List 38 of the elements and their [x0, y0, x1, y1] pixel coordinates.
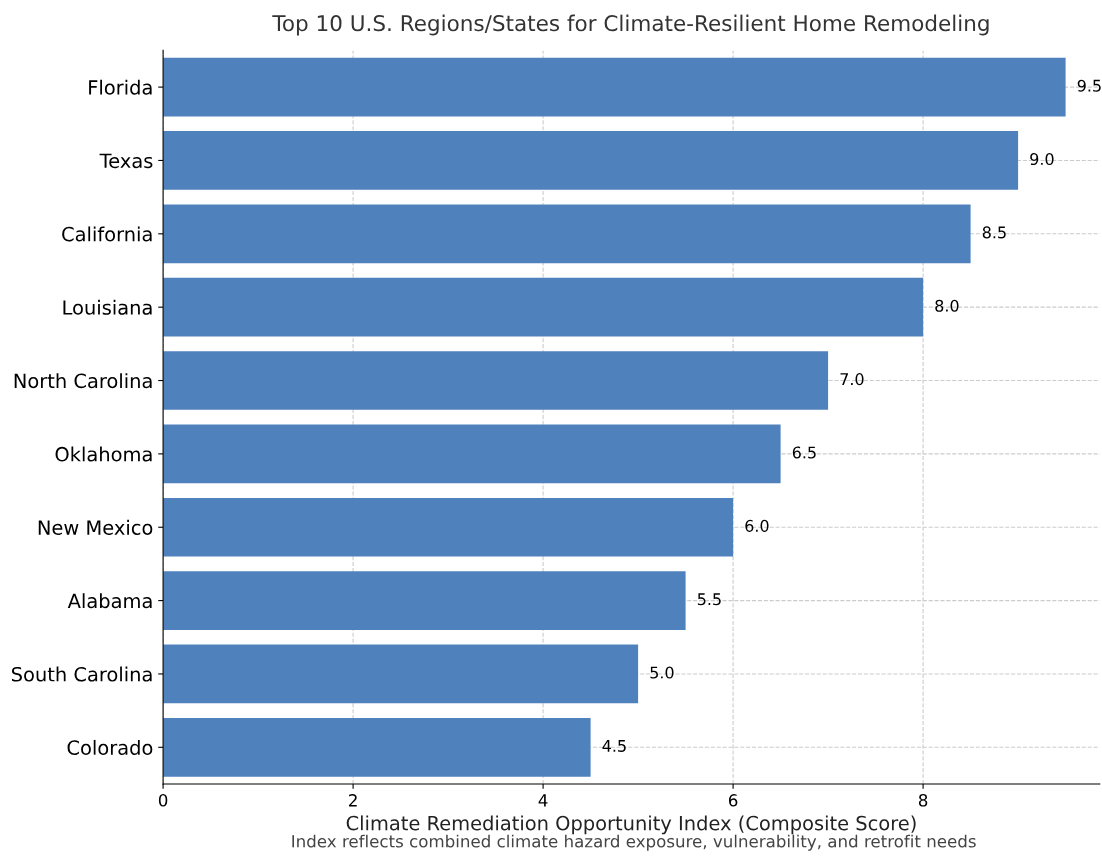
y-tick-label: Florida	[89, 79, 152, 95]
data-label: 4.5	[602, 740, 626, 752]
x-tick-label: 8	[918, 794, 928, 807]
x-tick-label: 6	[728, 794, 738, 807]
x-tick-label: 0	[158, 794, 168, 807]
bar	[163, 277, 924, 337]
y-tick-label: New Mexico	[38, 519, 153, 535]
bar	[163, 131, 1019, 190]
bar	[163, 57, 1066, 117]
y-tick-label: Texas	[99, 153, 153, 169]
y-tick-label: Oklahoma	[55, 446, 152, 462]
y-tick-label: California	[62, 226, 152, 242]
y-tick-label: Alabama	[67, 593, 152, 609]
text: Index reflects combined climate hazard exposure, vulnerability, and retrofit needs	[292, 834, 976, 851]
data-label: 6.5	[792, 446, 816, 459]
y-tick-label: South Carolina	[11, 666, 152, 682]
bar	[163, 351, 829, 410]
bar	[163, 717, 591, 777]
x-axis-title: Climate Remediation Opportunity Index (Composite Score)	[346, 815, 916, 835]
data-label: 5.0	[650, 666, 674, 679]
data-label: 8.5	[982, 226, 1006, 239]
bar	[163, 204, 971, 264]
bar	[163, 571, 686, 630]
y-tick-label: Colorado	[67, 739, 153, 755]
y-tick-label: North Carolina	[14, 373, 152, 389]
data-label: 9.0	[1030, 153, 1054, 166]
data-label: 6.0	[745, 519, 769, 532]
bar	[163, 497, 734, 557]
data-label: 7.0	[840, 373, 864, 386]
y-tick-label: Louisiana	[63, 299, 152, 315]
x-tick-label: 2	[349, 794, 357, 807]
bar	[163, 644, 639, 704]
data-label: 5.5	[697, 593, 721, 606]
bar	[163, 424, 781, 484]
data-label: 9.5	[1077, 79, 1101, 92]
data-label: 8.0	[935, 299, 959, 312]
chart-title: Top 10 U.S. Regions/States for Climate-Resilient Home Remodeling	[272, 14, 989, 36]
x-tick-label: 4	[538, 794, 548, 807]
